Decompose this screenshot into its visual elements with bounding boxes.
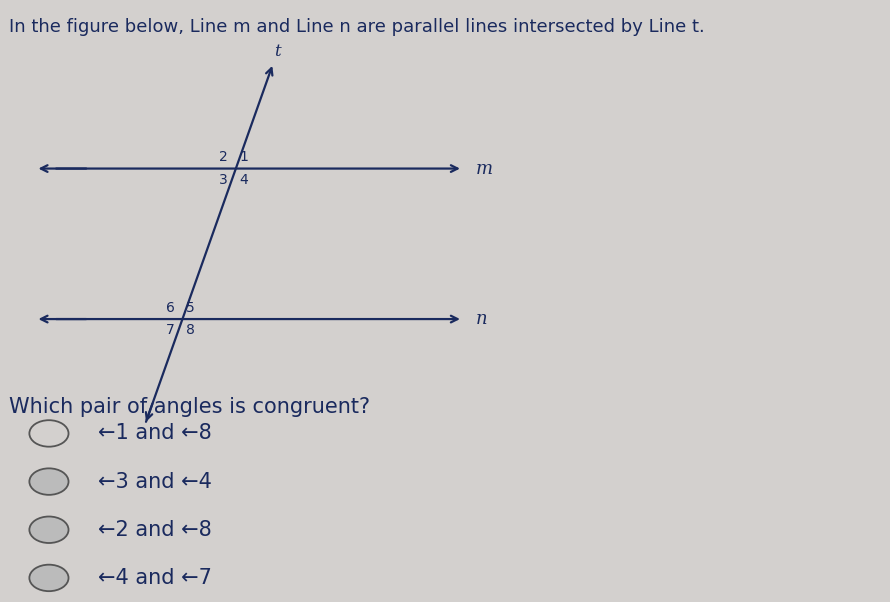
- Text: ←4 and ←7: ←4 and ←7: [98, 568, 212, 588]
- Text: ←1 and ←8: ←1 and ←8: [98, 423, 212, 444]
- Text: 4: 4: [239, 173, 247, 187]
- Text: 8: 8: [186, 323, 195, 337]
- Text: ←2 and ←8: ←2 and ←8: [98, 520, 212, 540]
- Text: t: t: [274, 43, 281, 60]
- Text: 1: 1: [239, 150, 248, 164]
- Circle shape: [29, 565, 69, 591]
- Text: In the figure below, Line m and Line n are parallel lines intersected by Line t.: In the figure below, Line m and Line n a…: [9, 18, 705, 36]
- Text: n: n: [476, 310, 488, 328]
- Text: 3: 3: [219, 173, 228, 187]
- Text: ←3 and ←4: ←3 and ←4: [98, 471, 212, 492]
- Text: m: m: [476, 160, 493, 178]
- Text: 2: 2: [219, 150, 228, 164]
- Text: Which pair of angles is congruent?: Which pair of angles is congruent?: [9, 397, 370, 417]
- Circle shape: [29, 517, 69, 543]
- Text: 6: 6: [166, 301, 174, 315]
- Text: 7: 7: [166, 323, 174, 337]
- Text: 5: 5: [186, 301, 194, 315]
- Circle shape: [29, 468, 69, 495]
